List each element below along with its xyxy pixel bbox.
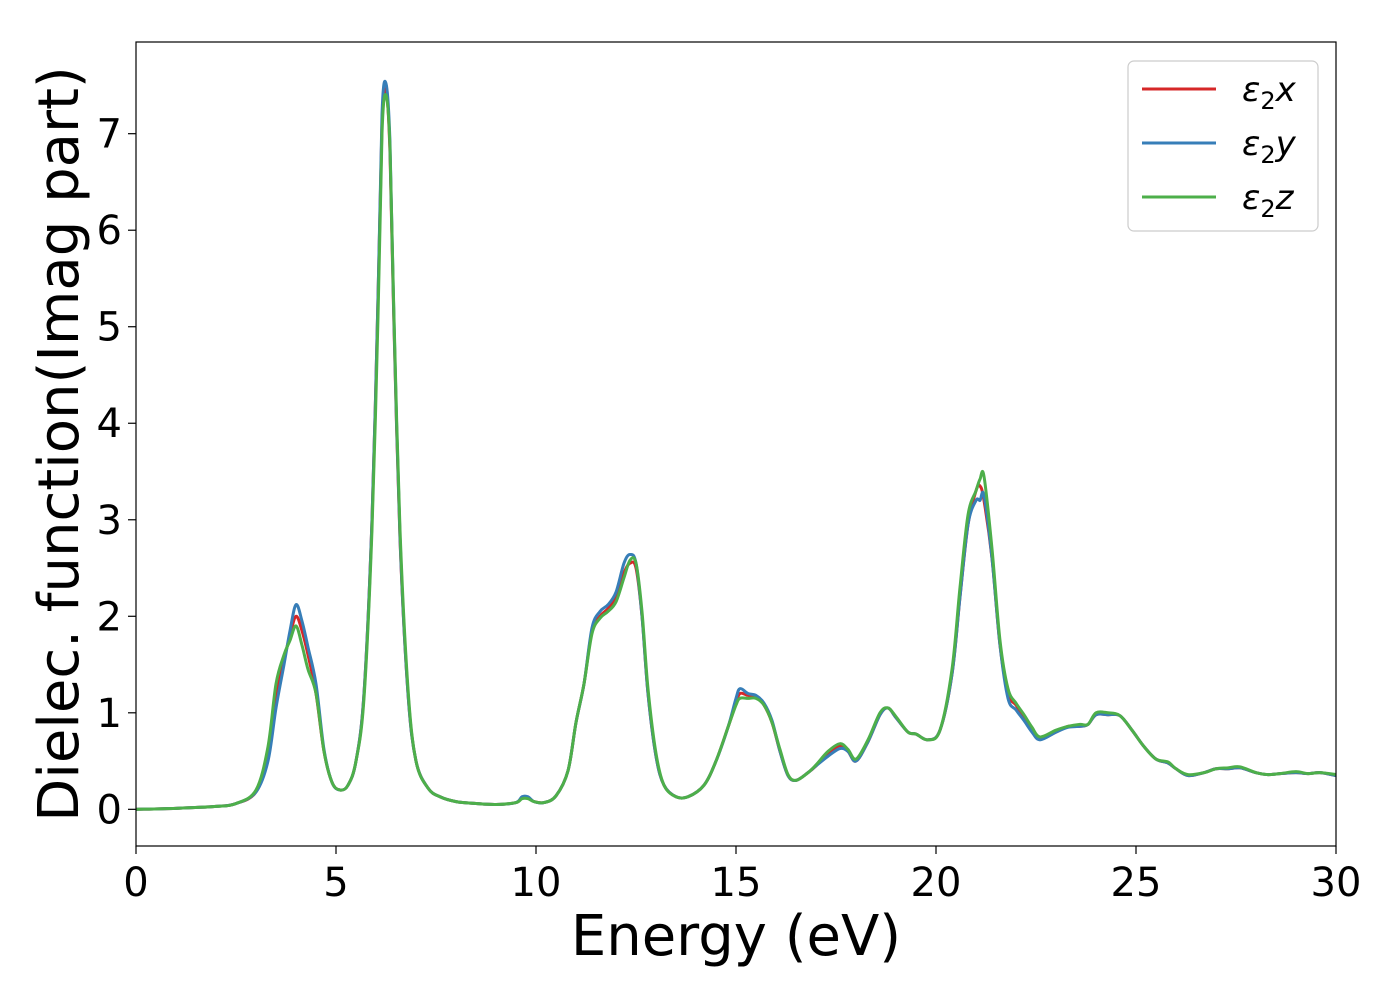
y-tick-label: 6 (97, 208, 122, 254)
legend: ε2x ε2y ε2z (1127, 60, 1319, 232)
x-tick-label: 25 (1111, 860, 1162, 906)
series-line-z (135, 93, 1337, 811)
y-axis-label: Dielec. function(Imag part) (27, 66, 92, 822)
y-tick-label: 7 (97, 112, 122, 158)
y-tick-label: 2 (97, 594, 122, 640)
x-tick-label: 30 (1311, 860, 1362, 906)
series-layer (135, 79, 1337, 811)
legend-label-y: ε2y (1242, 124, 1297, 169)
y-tick-label: 4 (97, 401, 122, 447)
x-tick-label: 0 (123, 860, 148, 906)
x-tick-label: 20 (911, 860, 962, 906)
x-tick-label: 5 (323, 860, 348, 906)
y-tick-label: 5 (97, 305, 122, 351)
legend-label-x: ε2x (1242, 70, 1297, 115)
x-axis: 0 5 10 15 20 25 30 (123, 846, 1361, 906)
y-axis: 0 1 2 3 4 5 6 7 (97, 112, 136, 833)
y-tick-label: 3 (97, 498, 122, 544)
legend-label-z: ε2z (1242, 178, 1295, 223)
y-tick-label: 0 (97, 787, 122, 833)
legend-box (1127, 60, 1319, 232)
x-tick-label: 10 (511, 860, 562, 906)
y-tick-label: 1 (97, 691, 122, 737)
x-tick-label: 15 (711, 860, 762, 906)
x-axis-label: Energy (eV) (571, 904, 901, 969)
